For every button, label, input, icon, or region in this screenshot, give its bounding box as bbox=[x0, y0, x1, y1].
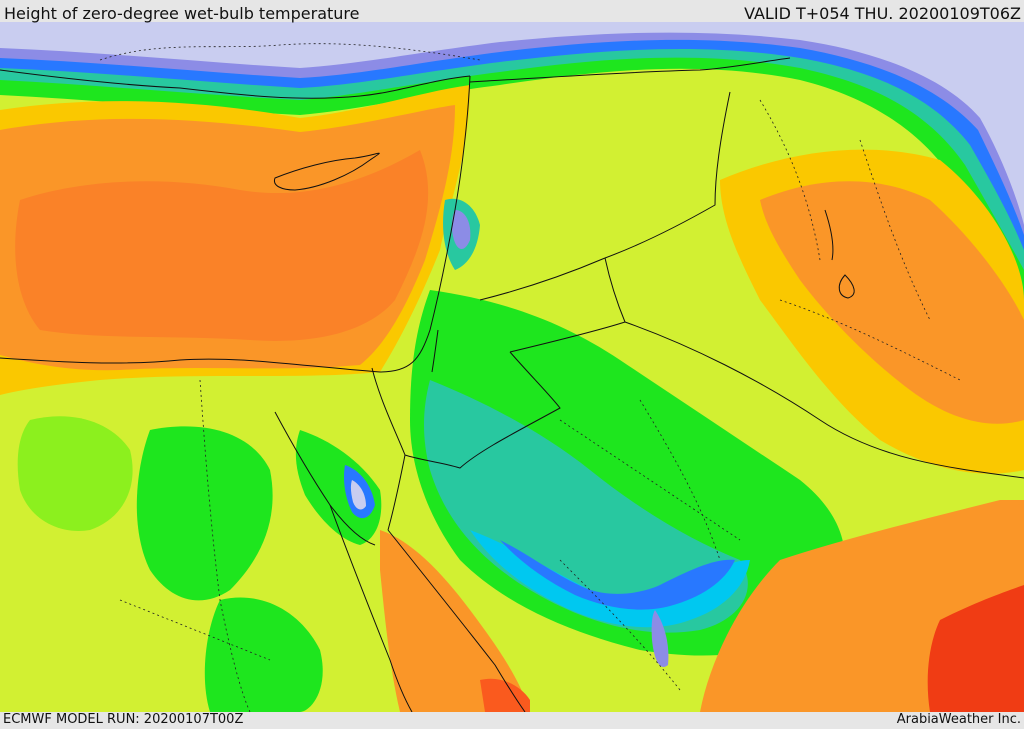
contour-very-low-sinai bbox=[350, 480, 366, 510]
contour-purple-levant bbox=[451, 210, 471, 249]
coastlines bbox=[0, 57, 1024, 713]
border-syria-iraq bbox=[604, 91, 731, 259]
coastline-red-sea-west bbox=[329, 504, 413, 713]
contour-blue-north bbox=[0, 22, 1024, 250]
border-iraq-saudi bbox=[604, 257, 1024, 479]
coastline-red-sea-east bbox=[387, 529, 526, 713]
border-jordan-saudi bbox=[509, 321, 626, 353]
border-egypt-israel bbox=[371, 367, 406, 456]
credit-label: ArabiaWeather Inc. bbox=[896, 712, 1021, 727]
header-strip bbox=[0, 0, 1024, 22]
contour-red-redsea bbox=[480, 678, 530, 712]
contour-orange-redsea bbox=[380, 530, 530, 712]
footer-strip bbox=[0, 712, 1024, 729]
contour-orange-east bbox=[760, 181, 1024, 424]
border-jordan-syria bbox=[479, 257, 606, 301]
coastline-levant bbox=[379, 75, 471, 373]
admin-boundary-egypt-west bbox=[199, 379, 251, 713]
coastline-caspian-dead-sea bbox=[431, 329, 439, 373]
admin-boundary-turkey bbox=[99, 43, 481, 61]
contour-purple-arabia bbox=[651, 610, 669, 668]
coastline-cyprus bbox=[273, 152, 380, 191]
coastline-gulf-of-aqaba bbox=[387, 454, 406, 531]
border-turkey-syria bbox=[469, 57, 791, 83]
contour-light-green-egypt bbox=[17, 416, 133, 531]
coastline-turkey-south bbox=[0, 69, 471, 99]
contour-green-egypt bbox=[136, 426, 273, 601]
coastline-north-africa bbox=[0, 357, 381, 373]
coastline-lake-tharthar bbox=[824, 209, 834, 261]
contour-teal-arabia bbox=[424, 380, 748, 633]
contour-red-se bbox=[927, 585, 1024, 712]
admin-boundary-iraq-1 bbox=[759, 99, 821, 261]
admin-boundary-saudi-south bbox=[559, 559, 681, 691]
admin-boundary-saudi-north bbox=[559, 419, 741, 541]
contour-blue-arabia bbox=[500, 540, 735, 610]
admin-boundaries bbox=[99, 43, 961, 713]
border-saudi-jordan-south bbox=[404, 351, 561, 469]
map-title: Height of zero-degree wet-bulb temperatu… bbox=[4, 4, 360, 23]
coastline-gulf-of-suez bbox=[274, 411, 376, 546]
contour-dark-orange-med bbox=[15, 150, 429, 341]
admin-boundary-sudan bbox=[119, 599, 271, 661]
coastline-lake-habbaniyah bbox=[838, 274, 855, 299]
valid-time-label: VALID T+054 THU. 20200109T06Z bbox=[744, 4, 1021, 23]
contour-very-low-north bbox=[0, 22, 1024, 225]
admin-boundary-iraq-2 bbox=[859, 139, 931, 321]
contour-green-sudan bbox=[204, 597, 323, 712]
admin-boundary-saudi-central bbox=[639, 399, 721, 561]
model-run-label: ECMWF MODEL RUN: 20200107T00Z bbox=[3, 712, 244, 727]
